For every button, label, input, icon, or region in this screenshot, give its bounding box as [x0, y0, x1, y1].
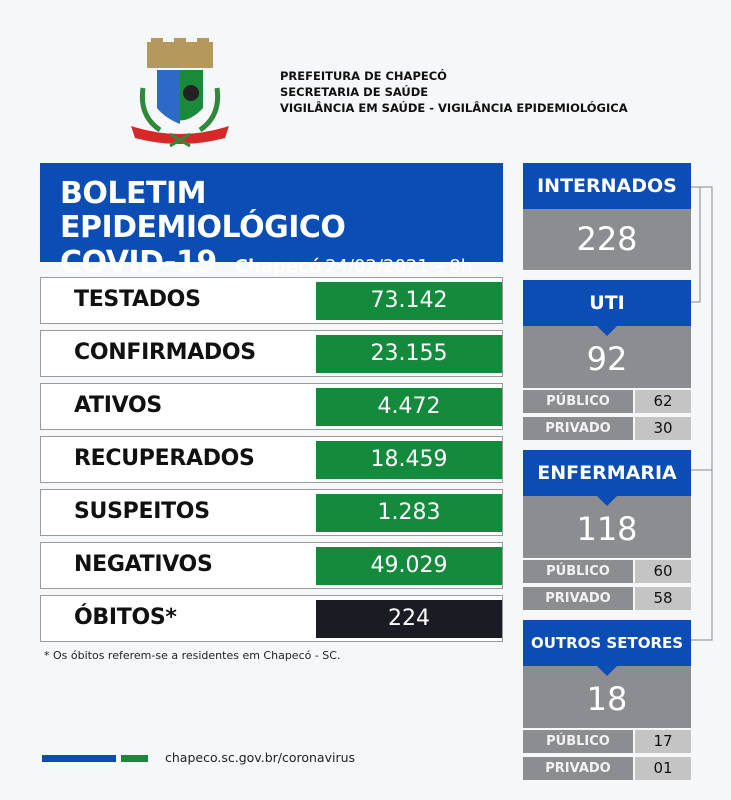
stat-value: 224 — [316, 600, 502, 638]
city: Chapecó — [234, 256, 322, 277]
stat-row-testados: TESTADOS 73.142 — [40, 277, 503, 324]
pointer-arrow-icon — [597, 326, 617, 336]
outros-privado-row: PRIVADO 01 — [523, 757, 691, 780]
publico-label: PÚBLICO — [523, 390, 633, 413]
privado-value: 58 — [635, 587, 691, 610]
stat-label: NEGATIVOS — [74, 552, 213, 577]
stat-row-recuperados: RECUPERADOS 18.459 — [40, 436, 503, 483]
footer-green-bar — [121, 755, 148, 762]
stat-label: TESTADOS — [74, 287, 201, 312]
footnote: * Os óbitos referem-se a residentes em C… — [44, 649, 341, 662]
stat-row-negativos: NEGATIVOS 49.029 — [40, 542, 503, 589]
outros-publico-row: PÚBLICO 17 — [523, 730, 691, 753]
privado-label: PRIVADO — [523, 757, 633, 780]
stat-value: 4.472 — [316, 388, 502, 426]
privado-value: 30 — [635, 417, 691, 440]
enfermaria-privado-row: PRIVADO 58 — [523, 587, 691, 610]
publico-label: PÚBLICO — [523, 560, 633, 583]
stat-value: 23.155 — [316, 335, 502, 373]
uti-publico-row: PÚBLICO 62 — [523, 390, 691, 413]
coat-of-arms-logo — [131, 38, 229, 148]
publico-value: 17 — [635, 730, 691, 753]
enfermaria-publico-row: PÚBLICO 60 — [523, 560, 691, 583]
stat-label: SUSPEITOS — [74, 499, 210, 524]
outros-value: 18 — [586, 680, 628, 718]
uti-value: 92 — [586, 340, 628, 378]
stat-label: ÓBITOS* — [74, 605, 177, 630]
stat-row-suspeitos: SUSPEITOS 1.283 — [40, 489, 503, 536]
stat-row-ativos: ATIVOS 4.472 — [40, 383, 503, 430]
enfermaria-panel: 118 — [523, 496, 691, 558]
date: 24/02/2021 – 8h — [325, 256, 473, 277]
uti-header: UTI — [523, 280, 691, 326]
stat-label: RECUPERADOS — [74, 446, 255, 471]
stat-label: CONFIRMADOS — [74, 340, 256, 365]
privado-label: PRIVADO — [523, 417, 633, 440]
uti-panel: 92 — [523, 326, 691, 388]
stat-value: 18.459 — [316, 441, 502, 479]
uti-privado-row: PRIVADO 30 — [523, 417, 691, 440]
enfermaria-header: ENFERMARIA — [523, 450, 691, 496]
privado-value: 01 — [635, 757, 691, 780]
enfermaria-value: 118 — [576, 510, 638, 548]
stat-row-obitos: ÓBITOS* 224 — [40, 595, 503, 642]
stat-value: 1.283 — [316, 494, 502, 532]
internados-header: INTERNADOS — [523, 163, 691, 209]
organization-header: PREFEITURA DE CHAPECÓ SECRETARIA DE SAÚD… — [280, 68, 628, 116]
stat-value: 73.142 — [316, 282, 502, 320]
connector-lines — [691, 186, 713, 641]
website-link[interactable]: chapeco.sc.gov.br/coronavirus — [165, 750, 356, 765]
bulletin-title-banner: BOLETIM EPIDEMIOLÓGICO COVID-19 Chapecó 24… — [40, 163, 503, 280]
org-line: SECRETARIA DE SAÚDE — [280, 85, 429, 99]
publico-value: 62 — [635, 390, 691, 413]
publico-label: PÚBLICO — [523, 730, 633, 753]
pointer-arrow-icon — [597, 666, 617, 676]
org-line: VIGILÂNCIA EM SAÚDE - VIGILÂNCIA EPIDEMI… — [280, 101, 628, 115]
pointer-arrow-icon — [597, 496, 617, 506]
bulletin-title: BOLETIM EPIDEMIOLÓGICO — [60, 176, 346, 245]
publico-value: 60 — [635, 560, 691, 583]
stat-label: ATIVOS — [74, 393, 162, 418]
outros-panel: 18 — [523, 666, 691, 728]
outros-setores-header: OUTROS SETORES — [523, 620, 691, 666]
bulletin-subtitle: COVID-19 — [60, 245, 217, 280]
org-line: PREFEITURA DE CHAPECÓ — [280, 69, 447, 83]
footer-blue-bar — [42, 755, 116, 762]
internados-value: 228 — [523, 209, 691, 270]
privado-label: PRIVADO — [523, 587, 633, 610]
stat-value: 49.029 — [316, 547, 502, 585]
stat-row-confirmados: CONFIRMADOS 23.155 — [40, 330, 503, 377]
